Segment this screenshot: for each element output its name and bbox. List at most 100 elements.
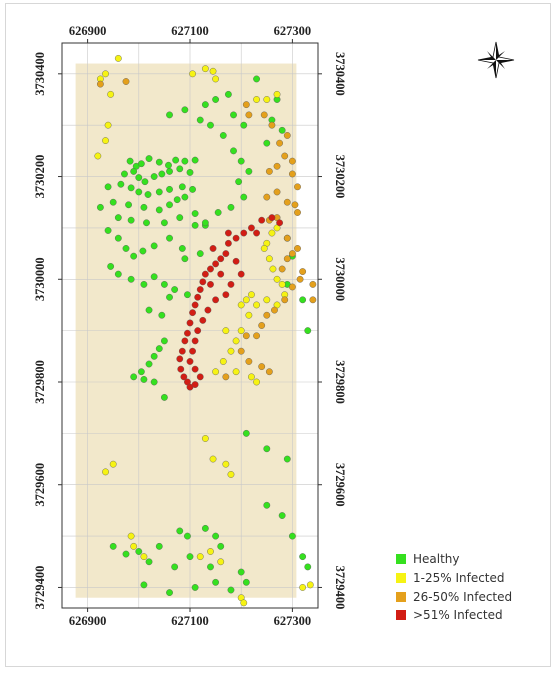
tree-point bbox=[283, 234, 291, 242]
tree-point bbox=[227, 586, 235, 594]
x-tick-label: 627300 bbox=[274, 614, 312, 628]
legend-item-healthy: Healthy bbox=[396, 550, 546, 569]
tree-point bbox=[184, 329, 191, 337]
tree-point bbox=[265, 368, 273, 376]
tree-point bbox=[230, 147, 237, 155]
tree-point bbox=[201, 101, 209, 109]
tree-point bbox=[299, 296, 307, 304]
legend-swatch-high bbox=[396, 610, 406, 621]
tree-point bbox=[212, 96, 220, 103]
tree-point bbox=[181, 106, 189, 114]
tree-point bbox=[176, 355, 184, 363]
tree-point bbox=[232, 234, 240, 242]
tree-point bbox=[97, 80, 104, 88]
tree-point bbox=[245, 311, 253, 319]
tree-point bbox=[102, 137, 109, 144]
tree-point bbox=[145, 306, 153, 314]
tree-point bbox=[294, 183, 301, 191]
tree-point bbox=[276, 219, 283, 227]
tree-point bbox=[283, 198, 291, 206]
y-tick-label: 3730400 bbox=[33, 52, 47, 96]
tree-point bbox=[237, 157, 245, 165]
tree-point bbox=[288, 157, 296, 165]
tree-point bbox=[214, 209, 222, 216]
tree-point bbox=[181, 193, 189, 201]
tree-point bbox=[199, 316, 207, 324]
tree-point bbox=[273, 162, 281, 170]
tree-point bbox=[145, 558, 153, 566]
legend-label-high: >51% Infected bbox=[413, 608, 503, 623]
tree-point bbox=[248, 373, 255, 381]
tree-point bbox=[273, 275, 281, 283]
tree-point bbox=[122, 78, 130, 85]
tree-point bbox=[245, 358, 253, 365]
tree-point bbox=[237, 327, 245, 335]
tree-point bbox=[150, 378, 158, 386]
tree-point bbox=[137, 368, 145, 376]
tree-point bbox=[299, 268, 307, 275]
tree-point bbox=[240, 229, 248, 237]
x-tick-label: 627100 bbox=[171, 614, 209, 628]
tree-point bbox=[263, 139, 271, 147]
tree-point bbox=[209, 455, 217, 463]
tree-point bbox=[209, 245, 217, 252]
tree-point bbox=[269, 265, 277, 273]
tree-point bbox=[283, 255, 291, 263]
tree-point bbox=[294, 245, 301, 252]
tree-point bbox=[130, 542, 138, 550]
legend-item-medium: 26-50% Infected bbox=[396, 587, 546, 606]
tree-point bbox=[222, 327, 230, 335]
tree-point bbox=[263, 296, 271, 304]
tree-point bbox=[204, 306, 212, 314]
tree-point bbox=[166, 111, 173, 119]
tree-point bbox=[122, 245, 130, 252]
tree-point bbox=[207, 121, 214, 129]
tree-point bbox=[186, 358, 194, 365]
tree-point bbox=[217, 255, 225, 263]
tree-point bbox=[127, 216, 135, 224]
series-26-50-infected bbox=[97, 78, 317, 381]
legend-item-high: >51% Infected bbox=[396, 606, 546, 625]
tree-point bbox=[181, 255, 189, 263]
tick-labels: 626900 626900 627100 627100 627300 627300 3730… bbox=[33, 24, 347, 628]
tree-point bbox=[232, 368, 240, 376]
tree-point bbox=[196, 373, 204, 381]
tree-point bbox=[212, 368, 220, 376]
tree-point bbox=[143, 219, 150, 227]
tree-point bbox=[196, 553, 204, 561]
compass-rose-icon bbox=[477, 41, 515, 79]
tree-point bbox=[150, 273, 158, 281]
tree-point bbox=[268, 121, 276, 129]
tree-point bbox=[242, 578, 250, 586]
y-tick-label: 3729600 bbox=[333, 463, 347, 507]
tree-point bbox=[294, 209, 301, 216]
tree-point bbox=[189, 309, 196, 317]
tree-point bbox=[171, 286, 179, 293]
x-tick-label: 626900 bbox=[69, 24, 107, 38]
tree-point bbox=[263, 193, 271, 201]
tree-point bbox=[212, 532, 220, 540]
tree-point bbox=[155, 206, 163, 214]
tree-point bbox=[265, 255, 273, 263]
tree-point bbox=[222, 460, 230, 468]
tree-point bbox=[242, 332, 250, 340]
tree-point bbox=[299, 553, 307, 561]
tree-point bbox=[194, 293, 202, 301]
tree-point bbox=[166, 589, 173, 596]
map-border bbox=[5, 3, 551, 667]
tree-point bbox=[165, 161, 172, 169]
series-1-25-infected bbox=[94, 55, 314, 607]
tree-point bbox=[191, 381, 199, 388]
legend-label-low: 1-25% Infected bbox=[413, 571, 505, 586]
tree-point bbox=[155, 542, 163, 550]
tree-point bbox=[253, 75, 260, 83]
tree-point bbox=[230, 111, 237, 119]
tree-point bbox=[114, 234, 122, 242]
tree-point bbox=[309, 281, 317, 288]
y-tick-label: 3729600 bbox=[33, 463, 47, 507]
tree-point bbox=[114, 214, 122, 222]
tree-point bbox=[240, 193, 248, 201]
tree-point bbox=[104, 183, 112, 191]
tree-point bbox=[273, 90, 281, 98]
